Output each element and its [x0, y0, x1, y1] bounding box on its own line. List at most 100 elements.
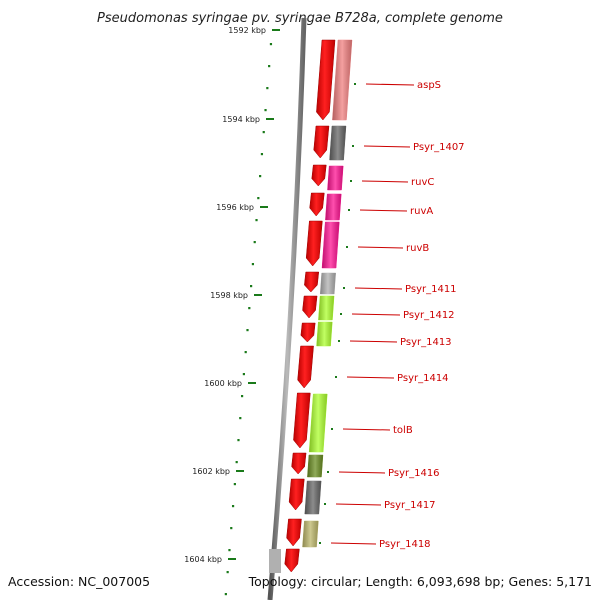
gene-leader-line	[338, 471, 386, 474]
ruler-minor-tick	[250, 285, 253, 288]
ruler-minor-tick	[264, 109, 267, 112]
gene-leader-line	[330, 542, 377, 545]
ruler-minor-tick	[231, 505, 235, 508]
gene-marker-dot	[327, 471, 329, 473]
gene-leader-line	[346, 376, 395, 379]
ruler-tick-label: 1604 kbp	[184, 555, 222, 564]
ruler-minor-tick	[246, 329, 249, 332]
ruler-tick-label: 1598 kbp	[210, 291, 248, 300]
gene-leader-line	[359, 209, 408, 212]
ruler-tick-label: 1594 kbp	[222, 115, 260, 124]
gene-leader-line	[342, 428, 391, 431]
gene-label: Psyr_1407	[413, 142, 465, 153]
forward-gene-arrow	[305, 220, 323, 267]
ruler-minor-tick	[233, 483, 236, 486]
forward-gene-arrow	[311, 164, 327, 187]
cog-gene-shading	[304, 481, 322, 514]
cog-gene-shading	[318, 296, 335, 320]
gene-label: ruvB	[406, 243, 429, 254]
cog-gene-shading	[316, 322, 333, 346]
gene-label: Psyr_1414	[397, 373, 449, 384]
forward-gene-arrow	[313, 125, 330, 159]
gene-marker-dot	[335, 376, 337, 378]
gene-marker-dot	[340, 313, 342, 315]
ruler-minor-tick	[226, 571, 229, 574]
forward-gene-arrow	[291, 452, 307, 475]
gene-marker-dot	[352, 145, 354, 147]
gene-label: Psyr_1411	[405, 284, 457, 295]
ruler-minor-tick	[224, 593, 227, 596]
ruler-minor-tick	[268, 65, 271, 68]
gene-marker-dot	[324, 503, 326, 505]
gene-labels: aspS Psyr_1407 ruvC ruvA ruvB Psyr_1411 Psyr_1…	[319, 80, 465, 550]
cog-gene-shading	[307, 455, 323, 477]
forward-gene-arrow	[304, 271, 320, 293]
gene-leader-line	[357, 246, 404, 249]
ruler-minor-ticks	[224, 43, 273, 596]
gene-marker-dot	[343, 287, 345, 289]
ruler-minor-tick	[237, 439, 240, 442]
map-title: Pseudomonas syringae pv. syringae B728a,…	[97, 11, 503, 26]
genome-backbone	[267, 17, 307, 600]
gene-leader-line	[335, 503, 382, 506]
cog-gene-shading	[302, 521, 319, 547]
gene-marker-dot	[338, 340, 340, 342]
gene-leader-line	[354, 287, 403, 290]
cog-gene-shading	[327, 166, 344, 190]
ruler-minor-tick	[235, 461, 238, 464]
gene-leader-line	[365, 83, 415, 86]
cog-gene-block	[269, 549, 281, 573]
ruler-minor-tick	[230, 527, 233, 530]
cog-gene-shading	[320, 273, 336, 294]
ruler-minor-tick	[242, 373, 245, 376]
forward-gene-arrow	[293, 392, 311, 449]
cog-gene-shading	[329, 126, 346, 160]
cog-gene-shading	[322, 222, 340, 268]
ruler-minor-tick	[257, 197, 260, 200]
genome-summary-text: Topology: circular; Length: 6,093,698 bp…	[248, 574, 592, 589]
ruler-minor-tick	[253, 241, 256, 244]
ruler-tick-label: 1600 kbp	[204, 379, 242, 388]
forward-gene-arrow	[284, 548, 300, 573]
cog-gene-shading	[325, 194, 342, 220]
gene-label: aspS	[417, 80, 441, 91]
ruler-minor-tick	[248, 307, 251, 310]
ruler-minor-tick	[262, 131, 265, 134]
gene-marker-dot	[331, 428, 333, 430]
gene-label: tolB	[393, 425, 413, 436]
accession-text: Accession: NC_007005	[8, 574, 150, 589]
gene-label: Psyr_1416	[388, 468, 440, 479]
forward-gene-arrow	[300, 322, 316, 343]
gene-marker-dot	[348, 209, 350, 211]
ruler-minor-tick	[239, 417, 242, 420]
gene-label: ruvC	[411, 177, 434, 188]
forward-gene-arrow	[302, 295, 318, 319]
gene-leader-line	[351, 313, 401, 316]
ruler-minor-tick	[255, 219, 258, 222]
gene-leader-line	[361, 180, 409, 183]
forward-gene-arrow	[297, 345, 314, 389]
ruler-minor-tick	[269, 43, 273, 46]
gene-label: Psyr_1418	[379, 539, 431, 550]
ruler-major-ticks: 1592 kbp 1594 kbp 1596 kbp 1598 kbp 1600 kbp…	[184, 26, 280, 564]
cog-gene-shading	[332, 40, 352, 120]
ruler-minor-tick	[228, 549, 231, 552]
ruler-minor-tick	[240, 395, 244, 398]
gene-marker-dot	[319, 542, 321, 544]
gene-label: Psyr_1417	[384, 500, 436, 511]
cog-gene-shading	[309, 394, 328, 452]
forward-strand-genes	[284, 39, 336, 573]
gene-marker-dot	[354, 83, 356, 85]
gene-marker-dot	[350, 180, 352, 182]
forward-gene-arrow	[288, 478, 305, 511]
ruler-minor-tick	[244, 351, 247, 354]
ruler-tick-label: 1596 kbp	[216, 203, 254, 212]
gene-label: Psyr_1413	[400, 337, 452, 348]
gene-leader-line	[363, 145, 411, 148]
gene-marker-dot	[346, 246, 348, 248]
gene-leader-line	[349, 340, 398, 343]
ruler-minor-tick	[260, 153, 264, 156]
forward-gene-arrow	[309, 192, 325, 217]
gene-label: Psyr_1412	[403, 310, 455, 321]
